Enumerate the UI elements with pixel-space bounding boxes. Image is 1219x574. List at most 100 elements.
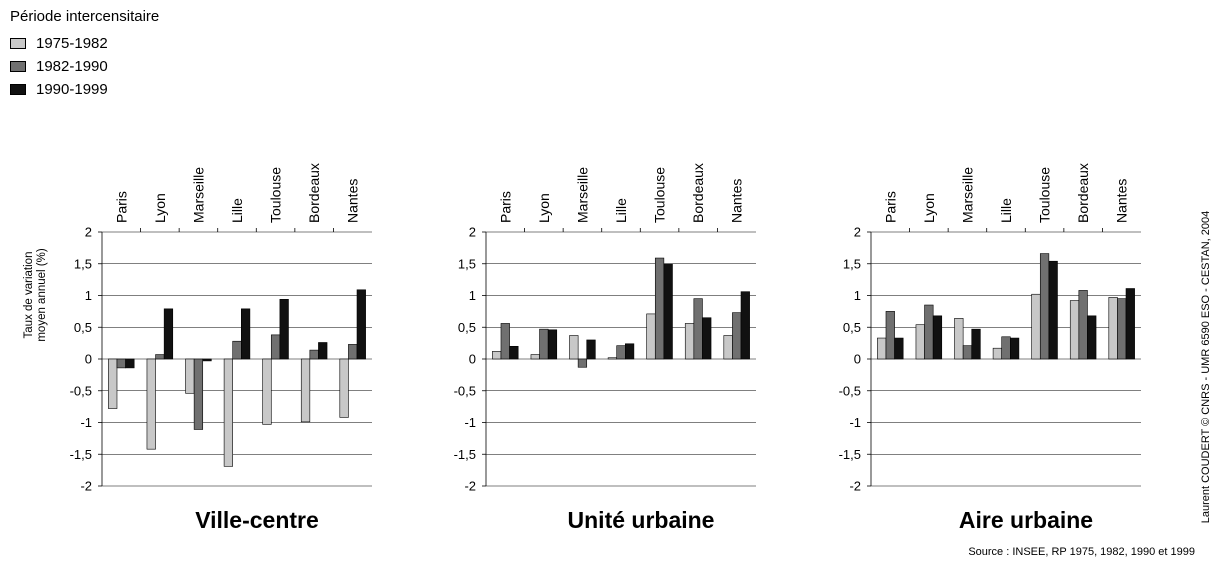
category-label-nantes: Nantes: [729, 179, 745, 223]
y-tick-label: 0: [854, 352, 861, 367]
bar-unite-urbaine-toulouse-1975-1982: [646, 313, 656, 360]
y-tick-label: -2: [464, 479, 476, 494]
y-tick-label: -1,5: [839, 447, 861, 462]
bar-ville-centre-lyon-1982-1990: [155, 354, 165, 360]
y-tick-label: -1,5: [454, 447, 476, 462]
bar-aire-urbaine-lyon-1975-1982: [915, 324, 925, 360]
bar-ville-centre-marseille-1975-1982: [185, 358, 195, 394]
bar-ville-centre-paris-1982-1990: [116, 358, 126, 369]
y-tick-label: -1: [849, 415, 861, 430]
y-tick-label: 0,5: [843, 320, 861, 335]
category-label-bordeaux: Bordeaux: [306, 163, 322, 223]
chart-title-aire-urbaine: Aire urbaine: [959, 507, 1093, 533]
bar-aire-urbaine-lille-1975-1982: [992, 347, 1002, 360]
bar-ville-centre-lille-1975-1982: [223, 358, 234, 467]
legend-item-1990-1999: 1990-1999: [10, 79, 159, 99]
bar-aire-urbaine-nantes-1990-1999: [1125, 288, 1135, 360]
bar-unite-urbaine-marseille-1975-1982: [569, 335, 579, 360]
bar-unite-urbaine-lyon-1975-1982: [530, 354, 540, 360]
bar-ville-centre-lille-1990-1999: [241, 308, 251, 360]
bar-unite-urbaine-lyon-1990-1999: [547, 329, 558, 360]
y-tick-label: 0: [469, 352, 476, 367]
category-label-paris: Paris: [113, 191, 129, 223]
y-tick-label: -1: [464, 415, 476, 430]
category-label-lyon: Lyon: [921, 193, 937, 223]
bar-ville-centre-bordeaux-1975-1982: [300, 358, 311, 423]
bar-aire-urbaine-marseille-1990-1999: [971, 328, 981, 360]
bar-aire-urbaine-nantes-1982-1990: [1117, 298, 1127, 360]
bar-unite-urbaine-lille-1975-1982: [607, 357, 617, 360]
bar-ville-centre-toulouse-1982-1990: [270, 334, 281, 360]
y-tick-label: -2: [849, 479, 861, 494]
bar-aire-urbaine-lille-1990-1999: [1009, 337, 1020, 360]
y-tick-label: -1: [80, 415, 92, 430]
bar-aire-urbaine-bordeaux-1975-1982: [1069, 300, 1080, 360]
category-label-bordeaux: Bordeaux: [690, 163, 706, 223]
category-label-lille: Lille: [998, 198, 1014, 223]
bar-ville-centre-lyon-1975-1982: [146, 358, 156, 450]
bar-unite-urbaine-nantes-1990-1999: [740, 291, 750, 360]
bar-aire-urbaine-lyon-1982-1990: [924, 304, 934, 360]
category-label-paris: Paris: [497, 191, 513, 223]
bar-aire-urbaine-toulouse-1975-1982: [1031, 293, 1041, 360]
bar-aire-urbaine-marseille-1982-1990: [962, 345, 973, 360]
category-label-bordeaux: Bordeaux: [1075, 163, 1091, 223]
bar-unite-urbaine-toulouse-1990-1999: [663, 263, 673, 360]
bar-ville-centre-paris-1990-1999: [125, 358, 135, 369]
bar-aire-urbaine-toulouse-1990-1999: [1048, 260, 1058, 360]
bar-unite-urbaine-lille-1982-1990: [616, 345, 626, 360]
bar-ville-centre-lille-1982-1990: [232, 340, 242, 360]
y-tick-label: 2: [85, 225, 92, 240]
y-tick-label: 0,5: [458, 320, 476, 335]
category-label-lyon: Lyon: [152, 193, 168, 223]
bar-aire-urbaine-paris-1975-1982: [877, 337, 887, 360]
legend: Période intercensitaire 1975-1982 1982-1…: [10, 8, 159, 102]
bar-unite-urbaine-bordeaux-1982-1990: [693, 298, 703, 360]
legend-swatch-1975-1982: [10, 37, 26, 49]
bar-aire-urbaine-bordeaux-1982-1990: [1078, 290, 1088, 360]
bar-aire-urbaine-nantes-1975-1982: [1108, 297, 1118, 360]
category-label-marseille: Marseille: [190, 167, 206, 223]
chart-title-unite-urbaine: Unité urbaine: [568, 507, 715, 533]
category-label-lille: Lille: [229, 198, 245, 223]
bar-ville-centre-nantes-1990-1999: [356, 289, 366, 360]
category-label-toulouse: Toulouse: [652, 167, 668, 223]
bar-unite-urbaine-nantes-1975-1982: [723, 335, 733, 360]
y-tick-label: -0,5: [839, 383, 861, 398]
bar-unite-urbaine-paris-1990-1999: [509, 345, 519, 360]
y-tick-label: 1,5: [843, 256, 861, 271]
bar-unite-urbaine-marseille-1982-1990: [577, 358, 588, 368]
y-tick-label: 2: [854, 225, 861, 240]
legend-swatch-1982-1990: [10, 60, 26, 72]
bar-ville-centre-nantes-1982-1990: [348, 344, 358, 360]
bar-aire-urbaine-marseille-1975-1982: [954, 318, 964, 360]
bar-ville-centre-paris-1975-1982: [108, 358, 118, 409]
bar-aire-urbaine-lyon-1990-1999: [932, 315, 943, 360]
y-tick-label: 0: [85, 352, 92, 367]
y-tick-label: -0,5: [70, 383, 92, 398]
legend-item-1982-1990: 1982-1990: [10, 56, 159, 76]
y-tick-label: 1,5: [458, 256, 476, 271]
chart-title-ville-centre: Ville-centre: [195, 507, 319, 533]
y-tick-label: 1: [469, 288, 476, 303]
bar-ville-centre-bordeaux-1982-1990: [309, 349, 319, 360]
category-label-lille: Lille: [613, 198, 629, 223]
bar-aire-urbaine-paris-1990-1999: [894, 337, 904, 360]
bar-ville-centre-toulouse-1990-1999: [279, 299, 289, 360]
bar-unite-urbaine-lyon-1982-1990: [539, 328, 549, 360]
category-label-toulouse: Toulouse: [268, 167, 284, 223]
y-tick-label: -0,5: [454, 383, 476, 398]
bar-ville-centre-marseille-1982-1990: [193, 358, 204, 430]
legend-item-1975-1982: 1975-1982: [10, 33, 159, 53]
category-label-marseille: Marseille: [959, 167, 975, 223]
y-axis-label: Taux de variationmoyen annuel (%): [23, 248, 48, 341]
y-tick-label: 0,5: [74, 320, 92, 335]
bar-ville-centre-lyon-1990-1999: [163, 308, 174, 360]
credit-note: Laurent COUDERT © CNRS - UMR 6590 ESO - …: [1200, 210, 1212, 524]
y-tick-label: 2: [469, 225, 476, 240]
bar-ville-centre-toulouse-1975-1982: [262, 358, 272, 425]
category-label-nantes: Nantes: [345, 179, 361, 223]
bar-aire-urbaine-paris-1982-1990: [885, 311, 895, 360]
bar-unite-urbaine-marseille-1990-1999: [586, 339, 596, 360]
